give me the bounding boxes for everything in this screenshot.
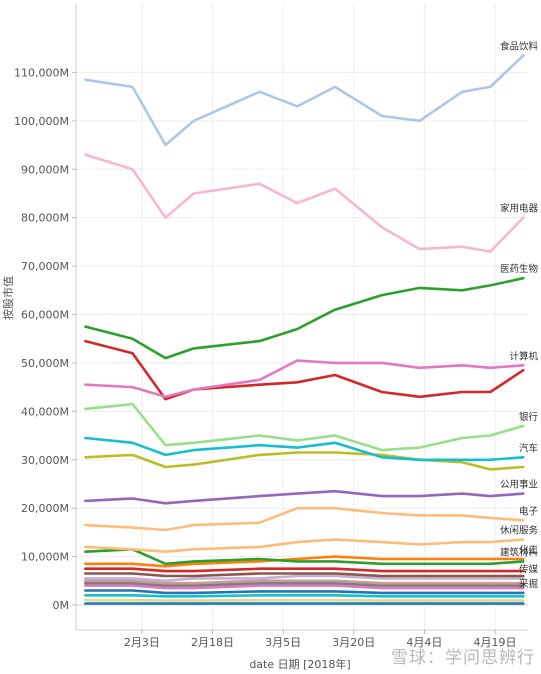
y-tick-label: 0M [53, 599, 70, 612]
y-tick-label: 110,000M [14, 66, 69, 79]
x-tick-label: 2月3日 [124, 636, 160, 649]
axes: 0M 10,000M 20,000M 30,000M 40,000M 50,000M 60,… [14, 4, 528, 649]
series-line [84, 574, 525, 583]
gridlines [76, 4, 528, 630]
series-label: 休闲服务 [500, 525, 539, 537]
y-tick-label: 60,000M [21, 309, 69, 322]
series-label: 电子 [519, 505, 539, 517]
x-tick-label: 4月4日 [406, 636, 442, 649]
series-line [84, 538, 525, 554]
series-line [84, 593, 525, 598]
series-line [84, 451, 525, 471]
series-label: 传媒 [519, 563, 539, 575]
y-tick-label: 10,000M [21, 551, 69, 564]
series-label: 化工 [519, 544, 539, 556]
series-line [84, 339, 525, 401]
y-tick-label: 30,000M [21, 454, 69, 467]
series-line [84, 581, 525, 587]
series-line [84, 572, 525, 578]
x-axis-title: date 日期 [2018年] [249, 657, 350, 671]
series-label: 医药生物 [500, 263, 539, 275]
series-line [84, 436, 525, 462]
series-line [84, 489, 525, 505]
series-label: 食品饮料 [500, 40, 539, 52]
series-line [84, 402, 525, 452]
series-line [84, 276, 525, 360]
series-line [84, 547, 525, 566]
series-line [84, 584, 525, 590]
watermark-text: 雪球：学问思辨行 [391, 648, 535, 668]
series-line [84, 506, 525, 532]
y-tick-label: 70,000M [21, 260, 69, 273]
series-label: 采掘 [519, 578, 538, 590]
y-tick-label: 50,000M [21, 357, 69, 370]
y-tick-label: 90,000M [21, 163, 69, 176]
series-line [84, 589, 525, 595]
series-line [84, 54, 525, 147]
series-lines [84, 54, 525, 605]
series-label: 建筑材料 [500, 546, 539, 558]
series-line [84, 555, 525, 568]
y-tick-label: 80,000M [21, 212, 69, 225]
series-line [84, 153, 525, 253]
series-label: 汽车 [519, 442, 538, 454]
y-tick-label: 100,000M [14, 115, 69, 128]
x-tick-label: 2月18日 [191, 636, 234, 649]
y-tick-label: 40,000M [21, 405, 69, 418]
x-tick-label: 4月19日 [474, 636, 517, 649]
series-label: 公用事业 [500, 479, 538, 491]
series-line [84, 359, 525, 399]
y-tick-label: 20,000M [21, 502, 69, 515]
x-tick-label: 3月5日 [265, 636, 301, 649]
x-tick-label: 3月20日 [332, 636, 375, 649]
series-label: 家用电器 [500, 203, 539, 215]
series-line [84, 579, 525, 585]
series-line [84, 567, 525, 573]
y-axis-title: 按股市值 [1, 276, 15, 320]
series-label: 计算机 [509, 350, 538, 362]
series-label: 银行 [519, 411, 539, 423]
